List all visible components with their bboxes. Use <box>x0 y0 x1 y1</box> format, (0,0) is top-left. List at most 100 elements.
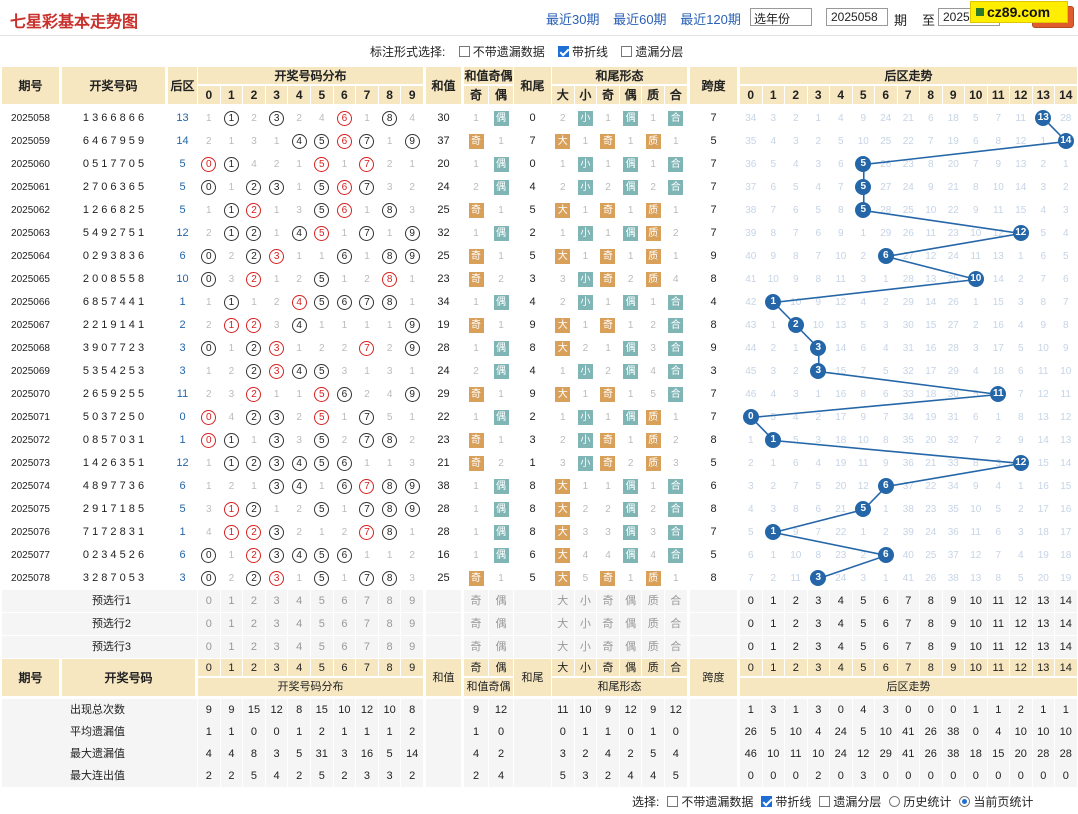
radio-icon[interactable] <box>889 796 901 807</box>
preselect-digit[interactable]: 9 <box>401 590 424 613</box>
preselect-bt[interactable]: 10 <box>965 613 988 636</box>
preselect-digit[interactable]: 0 <box>198 590 221 613</box>
preselect-tf[interactable]: 小 <box>574 613 598 636</box>
preselect-bt[interactable]: 3 <box>807 636 830 659</box>
preselect-bt[interactable]: 3 <box>807 590 830 613</box>
preselect-bt[interactable]: 9 <box>942 590 965 613</box>
preselect-bt[interactable]: 2 <box>785 613 808 636</box>
preselect-digit[interactable]: 4 <box>288 590 311 613</box>
preselect-bt[interactable]: 11 <box>987 613 1010 636</box>
preselect-tf[interactable]: 质 <box>642 636 665 659</box>
preselect-tf[interactable]: 合 <box>665 613 688 636</box>
preselect-bt[interactable]: 7 <box>897 613 920 636</box>
bottom-option[interactable]: 不带遗漏数据 <box>667 795 753 809</box>
range-60[interactable]: 最近60期 <box>613 12 667 27</box>
range-120[interactable]: 最近120期 <box>680 12 741 27</box>
preselect-digit[interactable]: 9 <box>401 613 424 636</box>
preselect-digit[interactable]: 7 <box>356 590 379 613</box>
preselect-bt[interactable]: 10 <box>965 636 988 659</box>
preselect-bt[interactable]: 12 <box>1010 636 1033 659</box>
preselect-digit[interactable]: 6 <box>333 590 357 613</box>
year-select[interactable]: 选年份 <box>750 8 812 26</box>
preselect-bt[interactable]: 9 <box>942 613 965 636</box>
preselect-bt[interactable]: 9 <box>942 636 965 659</box>
preselect-tf[interactable]: 大 <box>552 613 575 636</box>
preselect-bt[interactable]: 14 <box>1055 613 1078 636</box>
preselect-bt[interactable]: 5 <box>852 613 875 636</box>
preselect-bt[interactable]: 2 <box>785 636 808 659</box>
preselect-digit[interactable]: 9 <box>401 636 424 659</box>
preselect-digit[interactable]: 1 <box>220 636 244 659</box>
preselect-digit[interactable]: 2 <box>243 613 266 636</box>
preselect-digit[interactable]: 0 <box>198 636 221 659</box>
preselect-bt[interactable]: 10 <box>965 590 988 613</box>
preselect-digit[interactable]: 5 <box>311 613 334 636</box>
preselect-bt[interactable]: 11 <box>987 636 1010 659</box>
preselect-digit[interactable]: 0 <box>198 613 221 636</box>
preselect-bt[interactable]: 8 <box>920 636 943 659</box>
preselect-digit[interactable]: 6 <box>333 613 357 636</box>
bottom-option[interactable]: 带折线 <box>761 795 811 809</box>
preselect-bt[interactable]: 11 <box>987 590 1010 613</box>
checkbox-icon[interactable] <box>667 796 679 807</box>
preselect-tf[interactable]: 奇 <box>597 590 620 613</box>
preselect-digit[interactable]: 1 <box>220 590 244 613</box>
preselect-digit[interactable]: 3 <box>265 590 289 613</box>
preselect-digit[interactable]: 1 <box>220 613 244 636</box>
preselect-bt[interactable]: 4 <box>830 590 853 613</box>
preselect-bt[interactable]: 13 <box>1032 636 1055 659</box>
preselect-oe[interactable]: 奇 <box>464 590 489 613</box>
preselect-digit[interactable]: 6 <box>333 636 357 659</box>
preselect-bt[interactable]: 8 <box>920 613 943 636</box>
preselect-bt[interactable]: 6 <box>875 613 898 636</box>
preselect-tf[interactable]: 小 <box>574 590 598 613</box>
bottom-option[interactable]: 当前页统计 <box>959 795 1033 809</box>
preselect-digit[interactable]: 7 <box>356 636 379 659</box>
preselect-tf[interactable]: 质 <box>642 590 665 613</box>
preselect-digit[interactable]: 4 <box>288 613 311 636</box>
preselect-bt[interactable]: 0 <box>740 636 763 659</box>
preselect-digit[interactable]: 8 <box>378 613 402 636</box>
preselect-bt[interactable]: 13 <box>1032 613 1055 636</box>
preselect-tf[interactable]: 偶 <box>619 590 643 613</box>
preselect-bt[interactable]: 4 <box>830 636 853 659</box>
preselect-tf[interactable]: 小 <box>574 636 598 659</box>
checkbox-icon[interactable] <box>761 796 773 807</box>
preselect-digit[interactable]: 5 <box>311 636 334 659</box>
preselect-bt[interactable]: 6 <box>875 590 898 613</box>
preselect-oe[interactable]: 偶 <box>489 613 514 636</box>
preselect-tf[interactable]: 奇 <box>597 636 620 659</box>
preselect-bt[interactable]: 0 <box>740 613 763 636</box>
site-logo[interactable]: cz89.com <box>970 1 1068 23</box>
preselect-oe[interactable]: 偶 <box>489 590 514 613</box>
preselect-bt[interactable]: 8 <box>920 590 943 613</box>
preselect-digit[interactable]: 8 <box>378 636 402 659</box>
preselect-tf[interactable]: 偶 <box>619 613 643 636</box>
preselect-bt[interactable]: 1 <box>762 636 785 659</box>
header-issue[interactable]: 期号 <box>2 67 60 105</box>
preselect-digit[interactable]: 7 <box>356 613 379 636</box>
preselect-digit[interactable]: 3 <box>265 636 289 659</box>
preselect-bt[interactable]: 3 <box>807 613 830 636</box>
preselect-bt[interactable]: 14 <box>1055 590 1078 613</box>
radio-icon[interactable] <box>959 796 971 807</box>
preselect-bt[interactable]: 12 <box>1010 590 1033 613</box>
preselect-bt[interactable]: 0 <box>740 590 763 613</box>
preselect-tf[interactable]: 偶 <box>619 636 643 659</box>
preselect-bt[interactable]: 1 <box>762 590 785 613</box>
preselect-bt[interactable]: 1 <box>762 613 785 636</box>
preselect-digit[interactable]: 5 <box>311 590 334 613</box>
opt-layer[interactable]: 遗漏分层 <box>621 45 683 59</box>
checkbox-icon[interactable] <box>819 796 831 807</box>
bottom-option[interactable]: 遗漏分层 <box>819 795 881 809</box>
preselect-bt[interactable]: 7 <box>897 590 920 613</box>
preselect-tf[interactable]: 合 <box>665 636 688 659</box>
preselect-bt[interactable]: 5 <box>852 636 875 659</box>
checkbox-icon[interactable] <box>458 46 470 57</box>
opt-line[interactable]: 带折线 <box>558 45 608 59</box>
bottom-option[interactable]: 历史统计 <box>889 795 951 809</box>
preselect-oe[interactable]: 奇 <box>464 613 489 636</box>
preselect-tf[interactable]: 奇 <box>597 613 620 636</box>
range-30[interactable]: 最近30期 <box>546 12 600 27</box>
preselect-bt[interactable]: 13 <box>1032 590 1055 613</box>
